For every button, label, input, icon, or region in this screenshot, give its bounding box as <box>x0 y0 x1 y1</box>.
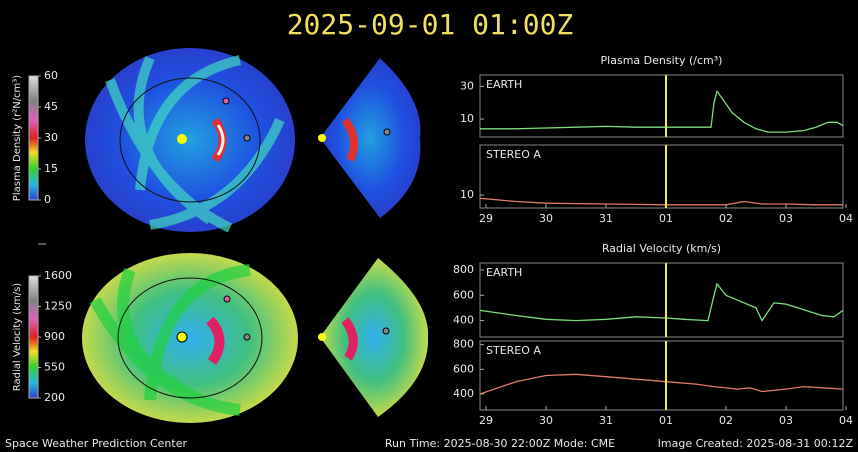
panel-label: EARTH <box>486 266 522 279</box>
colorbar-tick-label: 45 <box>44 100 58 113</box>
y-tick-label: 600 <box>453 288 474 301</box>
plot-frame <box>479 144 844 209</box>
colorbar-tick-label: 0 <box>44 193 51 206</box>
panel-label: STEREO A <box>486 344 541 357</box>
footer-center: Run Time: 2025-08-30 22:00Z Mode: CME <box>385 437 615 450</box>
colorbar <box>28 75 39 201</box>
plot-frame <box>479 340 844 411</box>
plot-frame <box>479 74 844 138</box>
panel-label: STEREO A <box>486 148 541 161</box>
x-tick-label: 29 <box>479 212 493 225</box>
x-tick-label: 01 <box>659 414 673 427</box>
footer-left: Space Weather Prediction Center <box>5 437 187 450</box>
x-tick-label: 31 <box>599 212 613 225</box>
velocity-maps <box>82 253 429 423</box>
chart-title: Radial Velocity (km/s) <box>602 242 721 255</box>
y-tick-label: 10 <box>460 188 474 201</box>
header-title: 2025-09-01 01:00Z <box>287 8 574 41</box>
data-line <box>479 373 844 395</box>
x-tick-label: 02 <box>719 212 733 225</box>
colorbar-label: Radial Velocity (km/s) <box>12 283 23 391</box>
panel-label: EARTH <box>486 78 522 91</box>
x-tick-label: 04 <box>839 212 853 225</box>
colorbar-tick-label: 60 <box>44 69 58 82</box>
colorbar-tick-label: 200 <box>44 391 65 404</box>
colorbar-tick-label: 1250 <box>44 300 72 313</box>
y-tick-label: 600 <box>453 362 474 375</box>
x-tick-label: 03 <box>779 414 793 427</box>
colorbar-label: Plasma Density (r²N/cm³) <box>12 75 23 202</box>
x-tick-label: 01 <box>659 212 673 225</box>
y-tick-label: 800 <box>453 263 474 276</box>
y-tick-label: 800 <box>453 338 474 351</box>
chart-title: Plasma Density (/cm³) <box>601 54 723 67</box>
colorbar-tick-label: 15 <box>44 162 58 175</box>
x-tick-label: 29 <box>479 414 493 427</box>
x-tick-label: 30 <box>539 212 553 225</box>
x-tick-label: 02 <box>719 414 733 427</box>
y-tick-label: 10 <box>460 112 474 125</box>
data-line <box>479 282 844 322</box>
x-tick-label: 04 <box>839 414 853 427</box>
density-maps <box>85 48 421 233</box>
y-tick-label: 400 <box>453 314 474 327</box>
y-tick-label: 400 <box>453 387 474 400</box>
x-tick-label: 31 <box>599 414 613 427</box>
colorbar-tick-label: 1600 <box>44 269 72 282</box>
footer-right: Image Created: 2025-08-31 00:12Z <box>658 437 854 450</box>
plot-frame <box>479 262 844 338</box>
data-line <box>479 197 843 206</box>
colorbar-tick-label: 550 <box>44 361 65 374</box>
x-tick-label: 30 <box>539 414 553 427</box>
colorbar-tick-label: 900 <box>44 330 65 343</box>
colorbar-tick-label: 30 <box>44 131 58 144</box>
colorbar <box>28 275 39 399</box>
x-tick-label: 03 <box>779 212 793 225</box>
y-tick-label: 30 <box>460 79 474 92</box>
data-line <box>480 89 844 133</box>
